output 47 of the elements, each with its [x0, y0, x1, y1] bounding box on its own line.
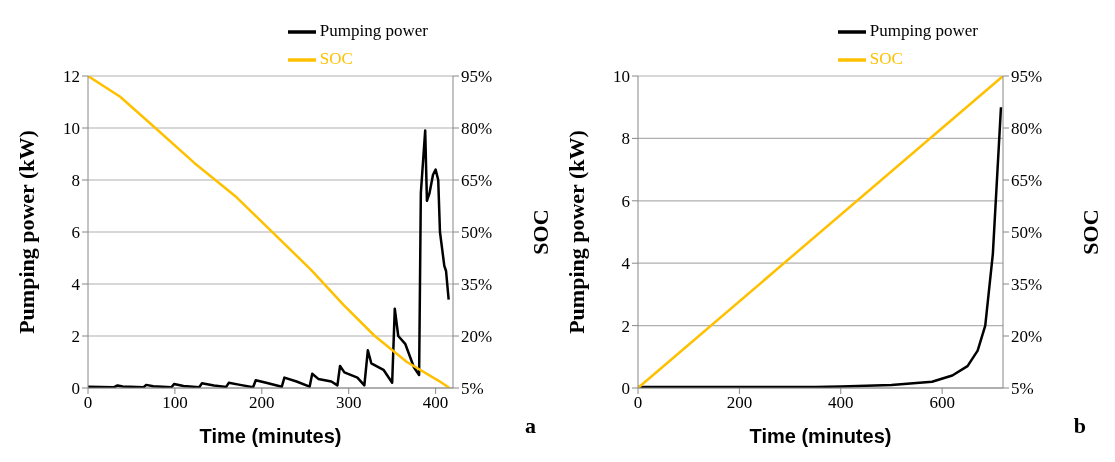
x-axis-title: Time (minutes)	[199, 425, 342, 447]
y2-tick-label: 65%	[1011, 171, 1043, 191]
y2-axis-title: SOC	[527, 209, 553, 255]
y2-tick-label: 50%	[461, 223, 493, 243]
legend-label: Pumping power	[319, 20, 428, 40]
y2-axis-title: SOC	[1077, 209, 1103, 255]
y-tick-label: 6	[71, 223, 80, 243]
y2-tick-label: 5%	[461, 379, 484, 399]
y2-tick-label: 5%	[1011, 379, 1034, 399]
legend-label: SOC	[319, 48, 353, 68]
x-tick-label: 400	[422, 393, 449, 413]
legend-label: SOC	[869, 48, 903, 68]
y2-tick-label: 95%	[1011, 67, 1043, 87]
y-tick-label: 10	[63, 119, 80, 139]
text: b	[1073, 413, 1086, 439]
y-tick-label: 2	[621, 316, 630, 336]
y2-tick-label: 80%	[461, 119, 493, 139]
line-series	[88, 129, 450, 388]
y2-tick-label: 20%	[461, 327, 493, 347]
y-axis-title: Pumping power (kW)	[13, 130, 39, 334]
y2-tick-label: 50%	[1011, 223, 1043, 243]
x-tick-label: 300	[335, 393, 362, 413]
y-tick-label: 4	[71, 275, 81, 295]
y2-tick-label: 80%	[1011, 119, 1043, 139]
text: a	[525, 413, 536, 439]
y-tick-label: 2	[71, 327, 80, 347]
y-tick-label: 0	[621, 379, 630, 399]
x-tick-label: 200	[726, 393, 753, 413]
x-tick-label: 100	[162, 393, 188, 413]
y-tick-label: 8	[71, 171, 80, 191]
y-tick-label: 0	[71, 379, 80, 399]
y2-tick-label: 35%	[1011, 275, 1043, 295]
y-tick-label: 4	[621, 254, 631, 274]
x-axis-title: Time (minutes)	[749, 425, 892, 447]
y2-tick-label: 20%	[1011, 327, 1043, 347]
y-tick-label: 12	[63, 67, 80, 87]
x-tick-label: 400	[828, 393, 854, 413]
legend-label: Pumping power	[869, 20, 978, 40]
y-axis-title: Pumping power (kW)	[563, 130, 589, 334]
x-tick-label: 200	[249, 393, 275, 413]
y-tick-label: 10	[613, 67, 630, 87]
y2-tick-label: 65%	[461, 171, 493, 191]
y2-tick-label: 35%	[461, 275, 493, 295]
y-tick-label: 8	[621, 129, 630, 149]
y2-tick-label: 95%	[461, 67, 493, 87]
x-tick-label: 600	[929, 393, 955, 413]
y-tick-label: 6	[621, 191, 630, 211]
